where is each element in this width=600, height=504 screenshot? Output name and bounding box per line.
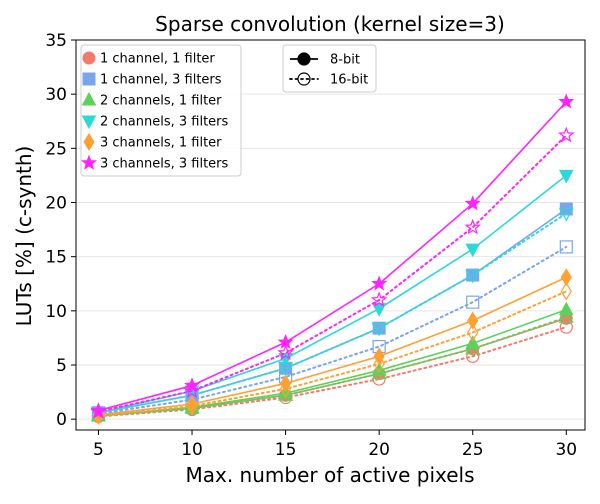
y-tick-label: 5	[56, 356, 67, 376]
data-point-8bit	[371, 362, 387, 376]
legend-entry: 3 channels, 1 filter	[83, 133, 222, 151]
data-point-16bit	[558, 126, 575, 143]
y-tick-label: 0	[56, 410, 67, 430]
data-point-16bit	[558, 309, 574, 323]
series-line-16bit	[97, 212, 568, 414]
data-point-8bit	[558, 169, 574, 184]
legend-label: 1 channel, 1 filter	[100, 52, 215, 67]
data-point-8bit	[467, 311, 479, 330]
x-tick-label: 15	[275, 440, 297, 460]
style-legend-marker	[297, 52, 311, 66]
y-tick-label: 15	[45, 248, 67, 268]
chart-title: Sparse convolution (kernel size=3)	[155, 12, 505, 36]
y-tick-label: 20	[45, 194, 67, 214]
series-line-8bit	[98, 276, 567, 416]
legend-label: 2 channels, 1 filter	[100, 94, 222, 109]
plot-frame	[75, 39, 586, 431]
series-line-16bit	[97, 134, 568, 413]
y-axis-label: LUTs [%] (c-synth)	[12, 146, 36, 327]
series-5	[92, 268, 572, 426]
style-legend-label: 16-bit	[330, 73, 368, 88]
legend-marker	[82, 72, 96, 86]
data-point-8bit	[371, 275, 388, 291]
style-legend-entry: 8-bit	[290, 52, 360, 68]
tick-layer: 0 5 10 15 20 25 30 35 5 10 15 20 25 30	[45, 31, 577, 460]
legend: 1 channel, 1 filter 1 channel, 3 filters 2…	[80, 44, 242, 177]
data-point-16bit	[371, 322, 387, 337]
legend-entry: 2 channels, 1 filter	[81, 91, 222, 109]
data-point-8bit	[558, 301, 574, 316]
series-line-16bit	[97, 316, 568, 417]
y-tick-label: 35	[45, 31, 67, 51]
series-layer	[90, 93, 575, 426]
data-point-16bit	[464, 218, 481, 235]
legend-entry: 3 channels, 3 filters	[81, 154, 229, 172]
y-tick-label: 25	[45, 139, 67, 159]
data-point-8bit	[279, 374, 292, 393]
data-point-8bit	[186, 395, 198, 413]
data-point-8bit	[90, 402, 107, 418]
series-1	[91, 311, 573, 424]
data-point-8bit	[277, 333, 294, 350]
data-point-16bit	[465, 269, 481, 284]
data-point-8bit	[560, 268, 572, 287]
series-6	[90, 93, 575, 419]
legend-entry: 1 channel, 3 filters	[82, 72, 222, 88]
data-point-16bit	[558, 207, 574, 222]
x-tick-label: 30	[555, 440, 577, 460]
data-point-16bit	[559, 240, 573, 254]
y-tick-label: 10	[45, 302, 67, 322]
data-point-16bit	[467, 323, 479, 342]
data-point-8bit	[558, 93, 575, 109]
y-tick-label: 30	[45, 85, 67, 105]
style-legend-marker	[297, 72, 311, 86]
data-point-16bit	[373, 354, 385, 374]
legend-marker	[81, 154, 97, 170]
data-point-16bit	[370, 291, 388, 308]
legend-label: 2 channels, 3 filters	[100, 115, 229, 130]
series-line-8bit	[98, 101, 567, 412]
x-tick-label: 25	[462, 440, 484, 460]
data-point-16bit	[466, 295, 480, 309]
style-legend-entry: 16-bit	[289, 72, 368, 88]
data-point-8bit	[464, 195, 481, 211]
data-point-8bit	[373, 347, 385, 366]
legend-label: 3 channels, 1 filter	[100, 136, 222, 151]
legend-marker	[81, 91, 97, 106]
style-legend-label: 8-bit	[330, 53, 360, 68]
legend-box	[80, 44, 242, 177]
series-line-16bit	[97, 245, 568, 415]
x-tick-label: 10	[181, 440, 203, 460]
x-tick-label: 5	[93, 440, 104, 460]
data-point-8bit	[465, 243, 481, 258]
style-legend: 8-bit 16-bit	[282, 44, 377, 93]
data-point-8bit	[465, 335, 481, 349]
legend-marker	[82, 51, 96, 65]
legend-label: 1 channel, 3 filters	[100, 73, 222, 88]
series-line-16bit	[97, 290, 568, 417]
legend-entry: 1 channel, 1 filter	[82, 51, 215, 67]
x-axis-label: Max. number of active pixels	[185, 463, 474, 487]
series-2	[91, 202, 573, 421]
legend-marker	[81, 115, 97, 130]
legend-label: 3 channels, 3 filters	[100, 157, 229, 172]
data-point-8bit	[184, 377, 201, 393]
legend-entry: 2 channels, 3 filters	[81, 115, 229, 130]
data-point-16bit	[277, 344, 294, 361]
data-point-16bit	[183, 382, 201, 399]
data-point-16bit	[560, 282, 572, 301]
legend-marker	[83, 133, 95, 151]
x-tick-label: 20	[368, 440, 390, 460]
